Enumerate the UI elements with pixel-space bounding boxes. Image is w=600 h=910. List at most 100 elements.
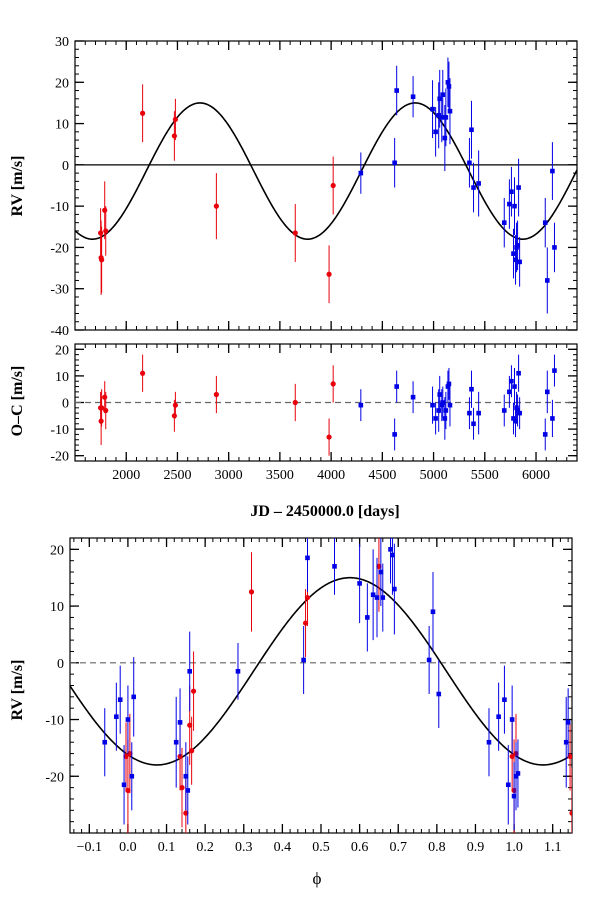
plot-area — [75, 57, 577, 314]
y-tick-label: -20 — [50, 241, 69, 256]
data-point — [513, 418, 518, 424]
x-tick-label: 2000 — [112, 468, 140, 483]
data-point — [380, 595, 386, 600]
data-point — [171, 413, 177, 419]
data-point — [187, 669, 193, 674]
data-point — [511, 793, 517, 799]
data-point — [469, 386, 474, 392]
data-point — [378, 569, 384, 575]
data-point — [125, 787, 131, 794]
data-point — [305, 555, 310, 561]
y-tick-label: -10 — [50, 423, 69, 438]
y-tick-label: -10 — [50, 200, 69, 215]
keplerian-model-curve — [75, 102, 577, 240]
data-point — [544, 389, 550, 395]
data-point — [392, 586, 397, 592]
data-point — [565, 720, 571, 725]
data-point — [213, 203, 219, 209]
data-point — [467, 160, 472, 166]
data-point — [326, 271, 332, 277]
series-red — [98, 354, 336, 456]
data-point — [436, 408, 441, 413]
data-point — [332, 564, 337, 569]
data-point — [563, 739, 569, 745]
data-point — [446, 381, 452, 387]
y-tick-label: 10 — [55, 370, 69, 385]
data-point — [507, 201, 512, 207]
y-tick-label: 0 — [62, 397, 69, 412]
data-point — [173, 739, 179, 745]
data-point — [440, 400, 446, 405]
x-tick-label: 0.2 — [196, 840, 214, 855]
plot-area — [70, 538, 572, 833]
data-point — [99, 405, 105, 411]
data-point — [102, 739, 108, 745]
series-red — [123, 538, 572, 833]
data-point — [426, 657, 432, 663]
x-tick-label: 0.1 — [158, 840, 176, 855]
data-point — [394, 88, 399, 93]
data-point — [515, 243, 520, 248]
data-point — [172, 116, 178, 123]
data-point — [552, 368, 557, 373]
phased-rv-panel: −0.1 0.0 0.1 0.2 0.3 0.4 0.5 0.6 0.7 0.8 0.9 1.0 1.1… — [45, 537, 573, 855]
data-point — [550, 416, 555, 421]
y-tick-label: -20 — [50, 450, 69, 465]
y-tick-label: -40 — [50, 324, 69, 339]
data-point — [102, 394, 108, 400]
data-point — [171, 133, 177, 139]
middle-y-axis-label: O–C [m/s] — [9, 366, 26, 437]
data-point — [304, 594, 311, 601]
data-point — [471, 421, 476, 427]
data-point — [330, 182, 336, 189]
data-point — [436, 691, 442, 697]
data-point — [515, 408, 520, 413]
data-point — [442, 416, 448, 421]
data-point — [446, 84, 452, 89]
data-point — [365, 615, 370, 620]
data-point — [183, 773, 189, 779]
data-point — [392, 432, 397, 437]
data-point — [437, 96, 443, 102]
residuals-panel: 2000 2500 3000 3500 4000 4500 5000 5500 6000 -20 -… — [50, 343, 578, 483]
data-point — [370, 592, 376, 598]
y-tick-label: -30 — [50, 283, 69, 298]
data-point — [187, 722, 193, 728]
data-point — [437, 392, 443, 397]
data-point — [99, 257, 105, 263]
y-tick-label: -10 — [45, 714, 64, 729]
data-point — [486, 739, 492, 745]
data-point — [190, 688, 197, 694]
data-point — [235, 669, 241, 674]
y-tick-label: 10 — [50, 600, 64, 615]
data-point — [103, 407, 109, 414]
y-tick-label: -20 — [45, 770, 64, 785]
x-tick-label: 1.0 — [505, 840, 523, 855]
data-point — [98, 418, 104, 424]
top-y-axis-label: RV [m/s] — [9, 156, 26, 217]
data-point — [179, 785, 185, 791]
keplerian-model-curve — [70, 576, 572, 766]
data-point — [292, 399, 298, 406]
data-point — [248, 589, 255, 595]
data-point — [443, 115, 449, 120]
data-point — [392, 160, 397, 166]
data-point — [509, 189, 514, 194]
y-tick-label: 0 — [62, 159, 69, 174]
x-tick-label: 5000 — [420, 468, 448, 483]
data-point — [177, 720, 183, 725]
y-tick-label: 20 — [55, 76, 69, 91]
data-point — [544, 278, 550, 283]
data-point — [374, 595, 380, 600]
data-point — [447, 402, 453, 408]
data-point — [390, 552, 395, 558]
data-point — [213, 391, 219, 398]
data-point — [550, 168, 555, 174]
y-tick-label: 10 — [55, 118, 69, 133]
data-point — [513, 257, 518, 263]
data-point — [140, 370, 146, 376]
data-point — [185, 788, 191, 793]
x-tick-label: 4000 — [317, 468, 345, 483]
data-point — [517, 259, 522, 265]
